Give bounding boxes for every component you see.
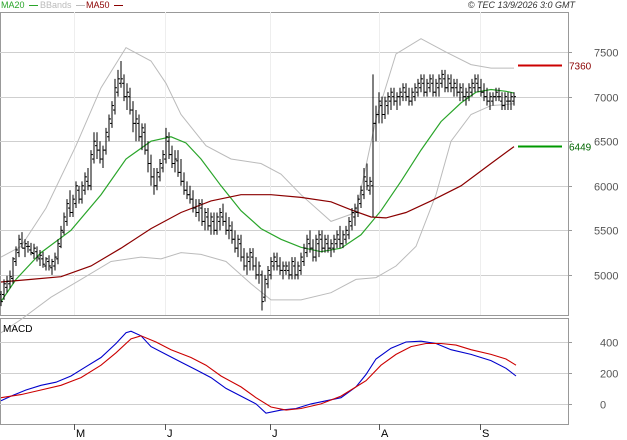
line-ma50 xyxy=(0,146,515,283)
price-tick-label: 5000 xyxy=(594,271,618,283)
price-tick-label: 6500 xyxy=(594,137,618,149)
level-marker-label: 7360 xyxy=(569,62,592,73)
legend-ma50-swatch xyxy=(114,5,124,7)
legend-bbands: BBands xyxy=(40,0,86,11)
line-bbands-lower xyxy=(0,103,515,334)
macd-title: MACD xyxy=(3,324,32,335)
x-tick-label: S xyxy=(482,428,489,440)
price-tick-label: 7000 xyxy=(594,93,618,105)
macd-tick-label: 200 xyxy=(600,369,618,381)
level-marker-label: 6449 xyxy=(569,143,592,154)
x-tick-label: J xyxy=(272,428,278,440)
macd-tick-label: 0 xyxy=(600,400,606,412)
legend-ma50: MA50 xyxy=(86,0,124,11)
legend-bbands-swatch xyxy=(76,5,86,7)
price-tick-label: 7500 xyxy=(594,48,618,60)
macd-panel-frame xyxy=(0,318,569,425)
price-tick-label: 6000 xyxy=(594,182,618,194)
price-tick-label: 5500 xyxy=(594,226,618,238)
copyright-text: © TEC 13/9/2026 3:0 GMT xyxy=(467,0,575,10)
line-bbands xyxy=(0,38,514,258)
legend-bbands-label: BBands xyxy=(40,0,72,10)
macd-line-macd xyxy=(0,330,517,414)
macd-tick-label: 400 xyxy=(600,338,618,350)
x-tick-label: J xyxy=(167,428,173,440)
legend-ma20: MA20 xyxy=(1,0,39,11)
x-tick-label: M xyxy=(76,428,85,440)
price-panel-frame xyxy=(0,12,569,316)
macd-line-signal xyxy=(0,335,517,411)
line-ma20 xyxy=(0,88,515,302)
legend-ma20-label: MA20 xyxy=(1,0,25,10)
legend-ma20-swatch xyxy=(29,5,39,7)
x-tick-label: A xyxy=(381,428,389,440)
legend-ma50-label: MA50 xyxy=(86,0,110,10)
